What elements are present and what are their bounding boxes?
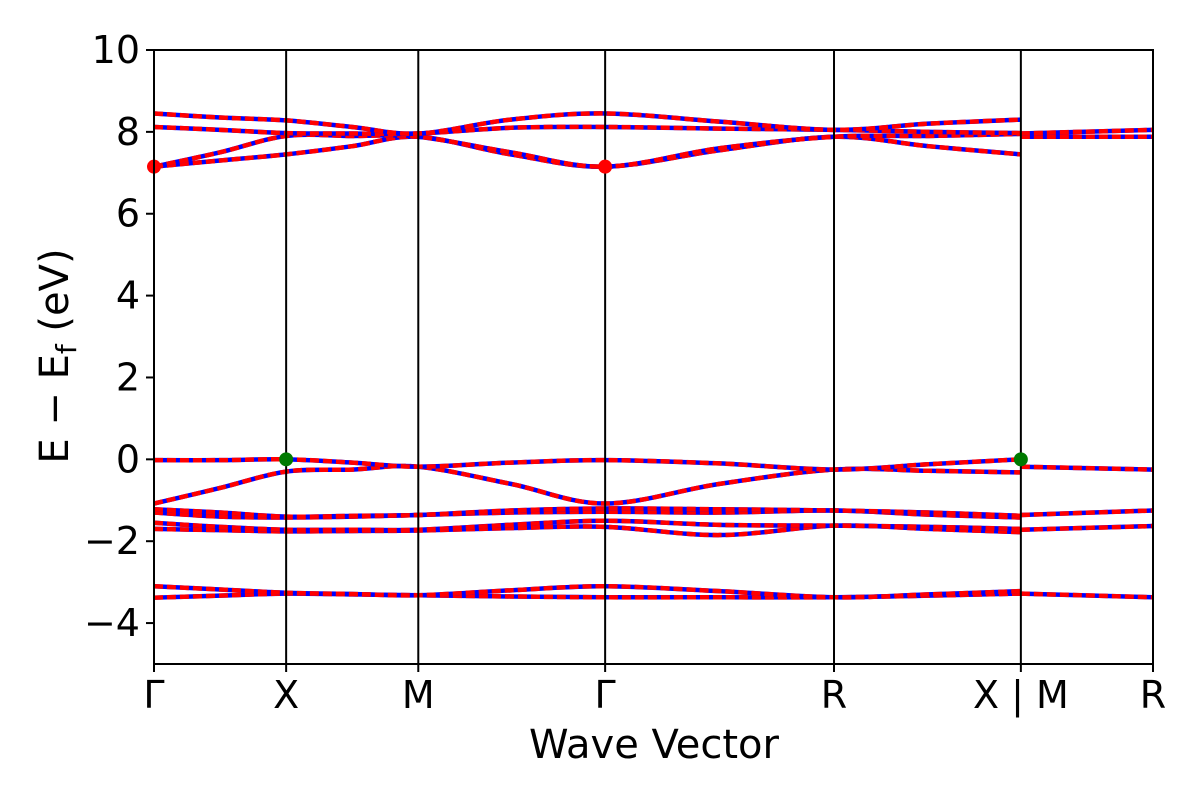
band-after-break-2-spin-down <box>1020 508 1154 518</box>
x-tick-label-5: X | M <box>973 673 1069 718</box>
band-after-break-0-spin-down <box>1020 591 1154 600</box>
x-tick-label-3: Γ <box>595 673 616 717</box>
band-8-spin-down <box>153 134 1022 169</box>
band-after-break-1-spin-down <box>1020 523 1154 532</box>
high-symmetry-lines <box>285 50 1022 664</box>
x-axis-title: Wave Vector <box>529 722 780 768</box>
y-axis-ticks: −4 −2 0 2 4 6 8 10 <box>84 28 154 645</box>
band-after-break-3-spin-down <box>1020 464 1154 472</box>
y-tick-label-6: 8 <box>116 110 140 154</box>
band-5-spin-down <box>153 506 1021 520</box>
y-tick-label-3: 2 <box>116 355 140 399</box>
x-tick-label-2: M <box>402 673 435 717</box>
y-tick-label-5: 6 <box>116 192 140 236</box>
bands-layer <box>153 111 1154 600</box>
band-11-spin-down <box>153 111 1021 136</box>
plot-frame <box>153 49 1154 665</box>
band-after-break-5-spin-down <box>1020 127 1154 136</box>
y-tick-label-2: 0 <box>116 437 140 481</box>
y-tick-label-4: 4 <box>116 274 140 318</box>
y-axis-title-unit: (eV) <box>32 248 78 344</box>
band-10-spin-down <box>153 124 1021 137</box>
x-tick-label-4: R <box>821 673 847 717</box>
y-axis-title-subscript: f <box>50 343 83 354</box>
y-axis-title-main: E − E <box>32 354 78 464</box>
band-3-spin-down <box>153 518 1021 533</box>
x-tick-label-6: R <box>1140 673 1166 717</box>
vbm-marker-3 <box>1013 452 1028 467</box>
band-9-spin-up <box>153 131 1021 169</box>
y-tick-label-7: 10 <box>92 28 140 72</box>
x-axis-ticks: Γ X M Γ R X | M R <box>143 664 1166 718</box>
y-tick-label-1: −2 <box>84 519 140 563</box>
cbm-marker-1 <box>598 159 613 174</box>
y-tick-label-0: −4 <box>84 601 140 645</box>
band-edge-markers <box>147 159 1028 467</box>
band-6-spin-down <box>153 463 1021 506</box>
y-axis-title: E − Ef (eV) <box>32 248 83 463</box>
vbm-marker-2 <box>279 452 294 467</box>
band-1-spin-down <box>153 583 1021 600</box>
x-tick-label-0: Γ <box>143 673 164 717</box>
band-7-spin-down <box>153 456 1021 472</box>
x-tick-label-1: X <box>273 673 299 717</box>
band-9-spin-down <box>153 131 1021 169</box>
